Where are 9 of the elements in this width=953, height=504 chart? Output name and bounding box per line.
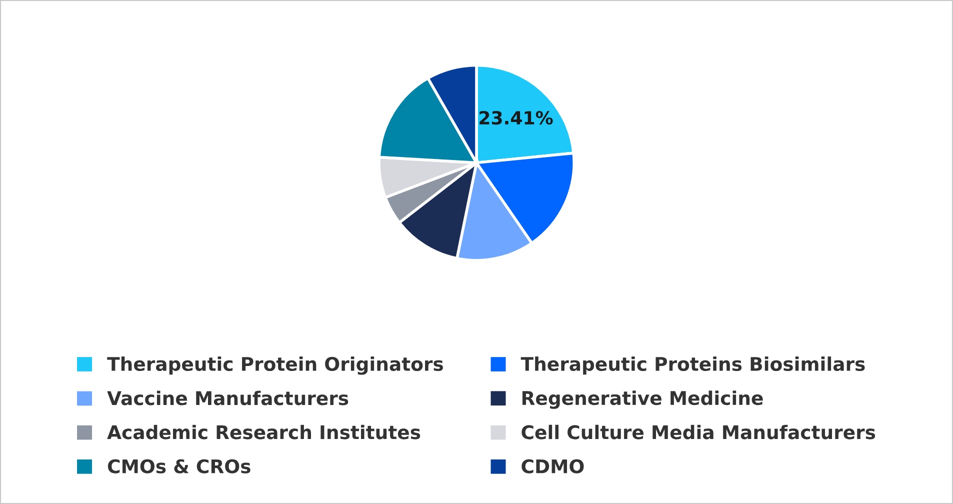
- legend-label: Therapeutic Protein Originators: [107, 356, 443, 375]
- legend-label: Vaccine Manufacturers: [107, 390, 348, 406]
- legend-label: Academic Research Institutes: [107, 424, 420, 440]
- legend-label: CMOs & CROs: [108, 459, 250, 474]
- legend-label: Regenerative Medicine: [522, 390, 763, 409]
- legend-label: CDMO: [522, 459, 584, 474]
- data-label: 23.41%: [480, 110, 553, 125]
- legend-label: Cell Culture Media Manufacturers: [522, 424, 876, 440]
- legend-label: Therapeutic Proteins Biosimilars: [520, 356, 865, 375]
